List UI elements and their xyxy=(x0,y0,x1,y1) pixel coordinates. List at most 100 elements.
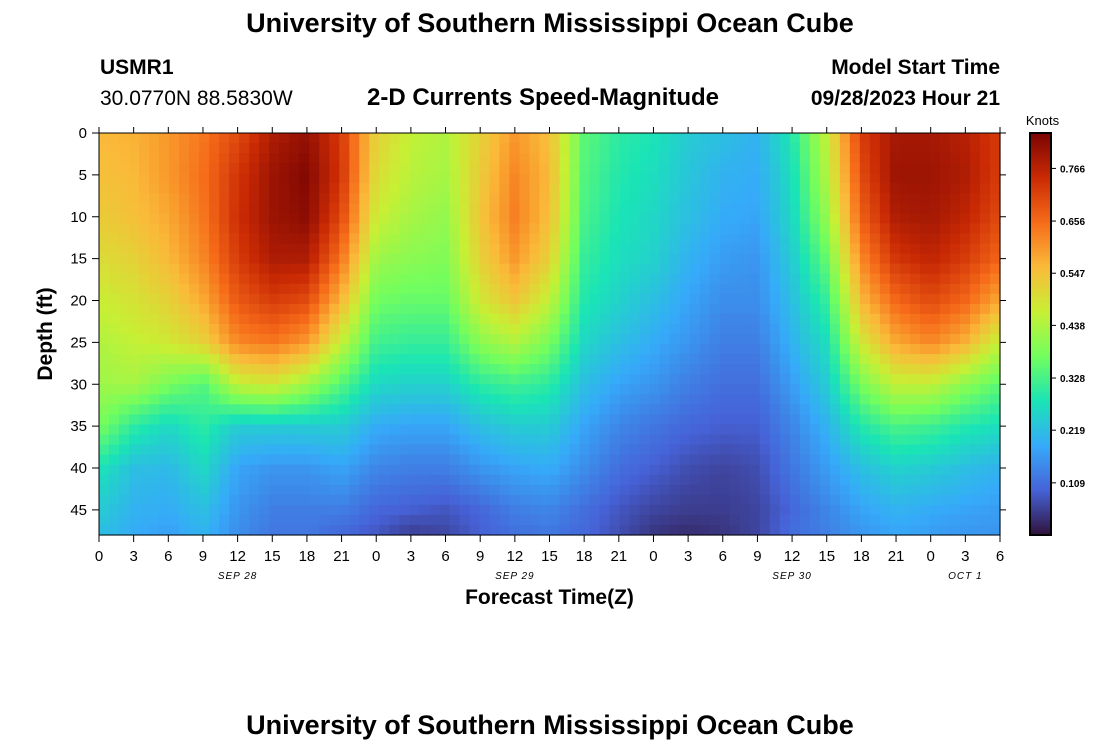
heatmap-cell xyxy=(599,143,611,154)
heatmap-cell xyxy=(339,313,350,325)
heatmap-cell xyxy=(299,203,310,214)
heatmap-cell xyxy=(309,153,320,164)
heatmap-cell xyxy=(489,504,501,516)
heatmap-cell xyxy=(169,414,180,426)
heatmap-cell xyxy=(859,454,871,466)
heatmap-cell xyxy=(339,303,350,315)
heatmap-cell xyxy=(519,323,531,335)
heatmap-cell xyxy=(779,344,791,355)
heatmap-cell xyxy=(559,364,571,375)
heatmap-cell xyxy=(749,173,761,184)
heatmap-cell xyxy=(639,344,651,355)
heatmap-cell xyxy=(759,454,771,466)
heatmap-cell xyxy=(689,313,701,325)
heatmap-cell xyxy=(99,213,110,225)
heatmap-cell xyxy=(709,213,721,225)
heatmap-cell xyxy=(409,233,420,245)
heatmap-cell xyxy=(379,323,390,335)
heatmap-cell xyxy=(989,494,1001,506)
heatmap-cell xyxy=(529,163,541,174)
heatmap-cell xyxy=(969,374,981,385)
heatmap-cell xyxy=(969,143,981,154)
heatmap-cells xyxy=(99,133,1001,536)
heatmap-cell xyxy=(849,414,861,426)
heatmap-cell xyxy=(429,243,440,255)
heatmap-cell xyxy=(409,253,420,265)
heatmap-cell xyxy=(159,514,170,526)
heatmap-cell xyxy=(409,293,420,305)
heatmap-cell xyxy=(259,153,270,164)
heatmap-cell xyxy=(829,414,841,426)
heatmap-cell xyxy=(709,173,721,184)
heatmap-cell xyxy=(659,474,671,486)
heatmap-cell xyxy=(449,474,460,486)
heatmap-cell xyxy=(829,323,841,335)
heatmap-cell xyxy=(789,394,801,405)
heatmap-cell xyxy=(499,173,511,184)
heatmap-cell xyxy=(859,273,871,285)
heatmap-cell xyxy=(759,323,771,335)
heatmap-cell xyxy=(129,193,140,204)
heatmap-cell xyxy=(399,384,410,395)
heatmap-cell xyxy=(699,384,711,395)
heatmap-cell xyxy=(209,354,220,365)
heatmap-cell xyxy=(179,464,190,476)
axes: 0 3 6 9 12 15 18 21 0 3 6 9 12 15 18 21 0 3 6 9 12 15 18 21 0 3 6S… xyxy=(70,125,1006,582)
heatmap-cell xyxy=(159,344,170,355)
heatmap-cell xyxy=(599,484,611,496)
heatmap-cell xyxy=(429,334,440,345)
heatmap-cell xyxy=(939,334,951,345)
heatmap-cell xyxy=(169,173,180,184)
heatmap-cell xyxy=(429,253,440,265)
heatmap-cell xyxy=(169,243,180,255)
heatmap-cell xyxy=(609,404,621,415)
heatmap-cell xyxy=(599,273,611,285)
heatmap-cell xyxy=(619,153,631,164)
heatmap-cell xyxy=(629,283,641,295)
heatmap-cell xyxy=(139,193,150,204)
heatmap-cell xyxy=(429,484,440,496)
heatmap-cell xyxy=(339,133,350,144)
heatmap-cell xyxy=(339,243,350,255)
heatmap-cell xyxy=(149,163,160,174)
heatmap-cell xyxy=(199,524,210,536)
heatmap-cell xyxy=(559,213,571,225)
heatmap-cell xyxy=(439,484,450,496)
heatmap-cell xyxy=(949,153,961,164)
heatmap-cell xyxy=(979,344,991,355)
heatmap-cell xyxy=(829,313,841,325)
heatmap-cell xyxy=(729,494,741,506)
heatmap-cell xyxy=(509,374,521,385)
heatmap-cell xyxy=(439,163,450,174)
heatmap-cell xyxy=(589,163,601,174)
heatmap-cell xyxy=(939,434,951,446)
heatmap-cell xyxy=(609,364,621,375)
heatmap-cell xyxy=(99,263,110,275)
heatmap-cell xyxy=(869,354,881,365)
heatmap-cell xyxy=(179,384,190,395)
heatmap-cell xyxy=(679,434,691,446)
heatmap-cell xyxy=(309,394,320,405)
heatmap-cell xyxy=(469,374,481,385)
heatmap-cell xyxy=(849,293,861,305)
heatmap-cell xyxy=(769,364,781,375)
heatmap-cell xyxy=(529,374,541,385)
heatmap-cell xyxy=(259,213,270,225)
heatmap-cell xyxy=(329,374,340,385)
heatmap-cell xyxy=(249,233,260,245)
heatmap-cell xyxy=(629,524,641,536)
heatmap-cell xyxy=(429,424,440,436)
heatmap-cell xyxy=(609,434,621,446)
heatmap-cell xyxy=(679,384,691,395)
heatmap-cell xyxy=(569,334,581,345)
heatmap-cell xyxy=(179,394,190,405)
heatmap-cell xyxy=(439,384,450,395)
heatmap-cell xyxy=(579,263,591,275)
heatmap-cell xyxy=(539,313,551,325)
heatmap-cell xyxy=(979,273,991,285)
heatmap-cell xyxy=(179,133,190,144)
heatmap-cell xyxy=(369,334,380,345)
heatmap-cell xyxy=(389,273,400,285)
heatmap-cell xyxy=(119,233,130,245)
heatmap-cell xyxy=(369,394,380,405)
